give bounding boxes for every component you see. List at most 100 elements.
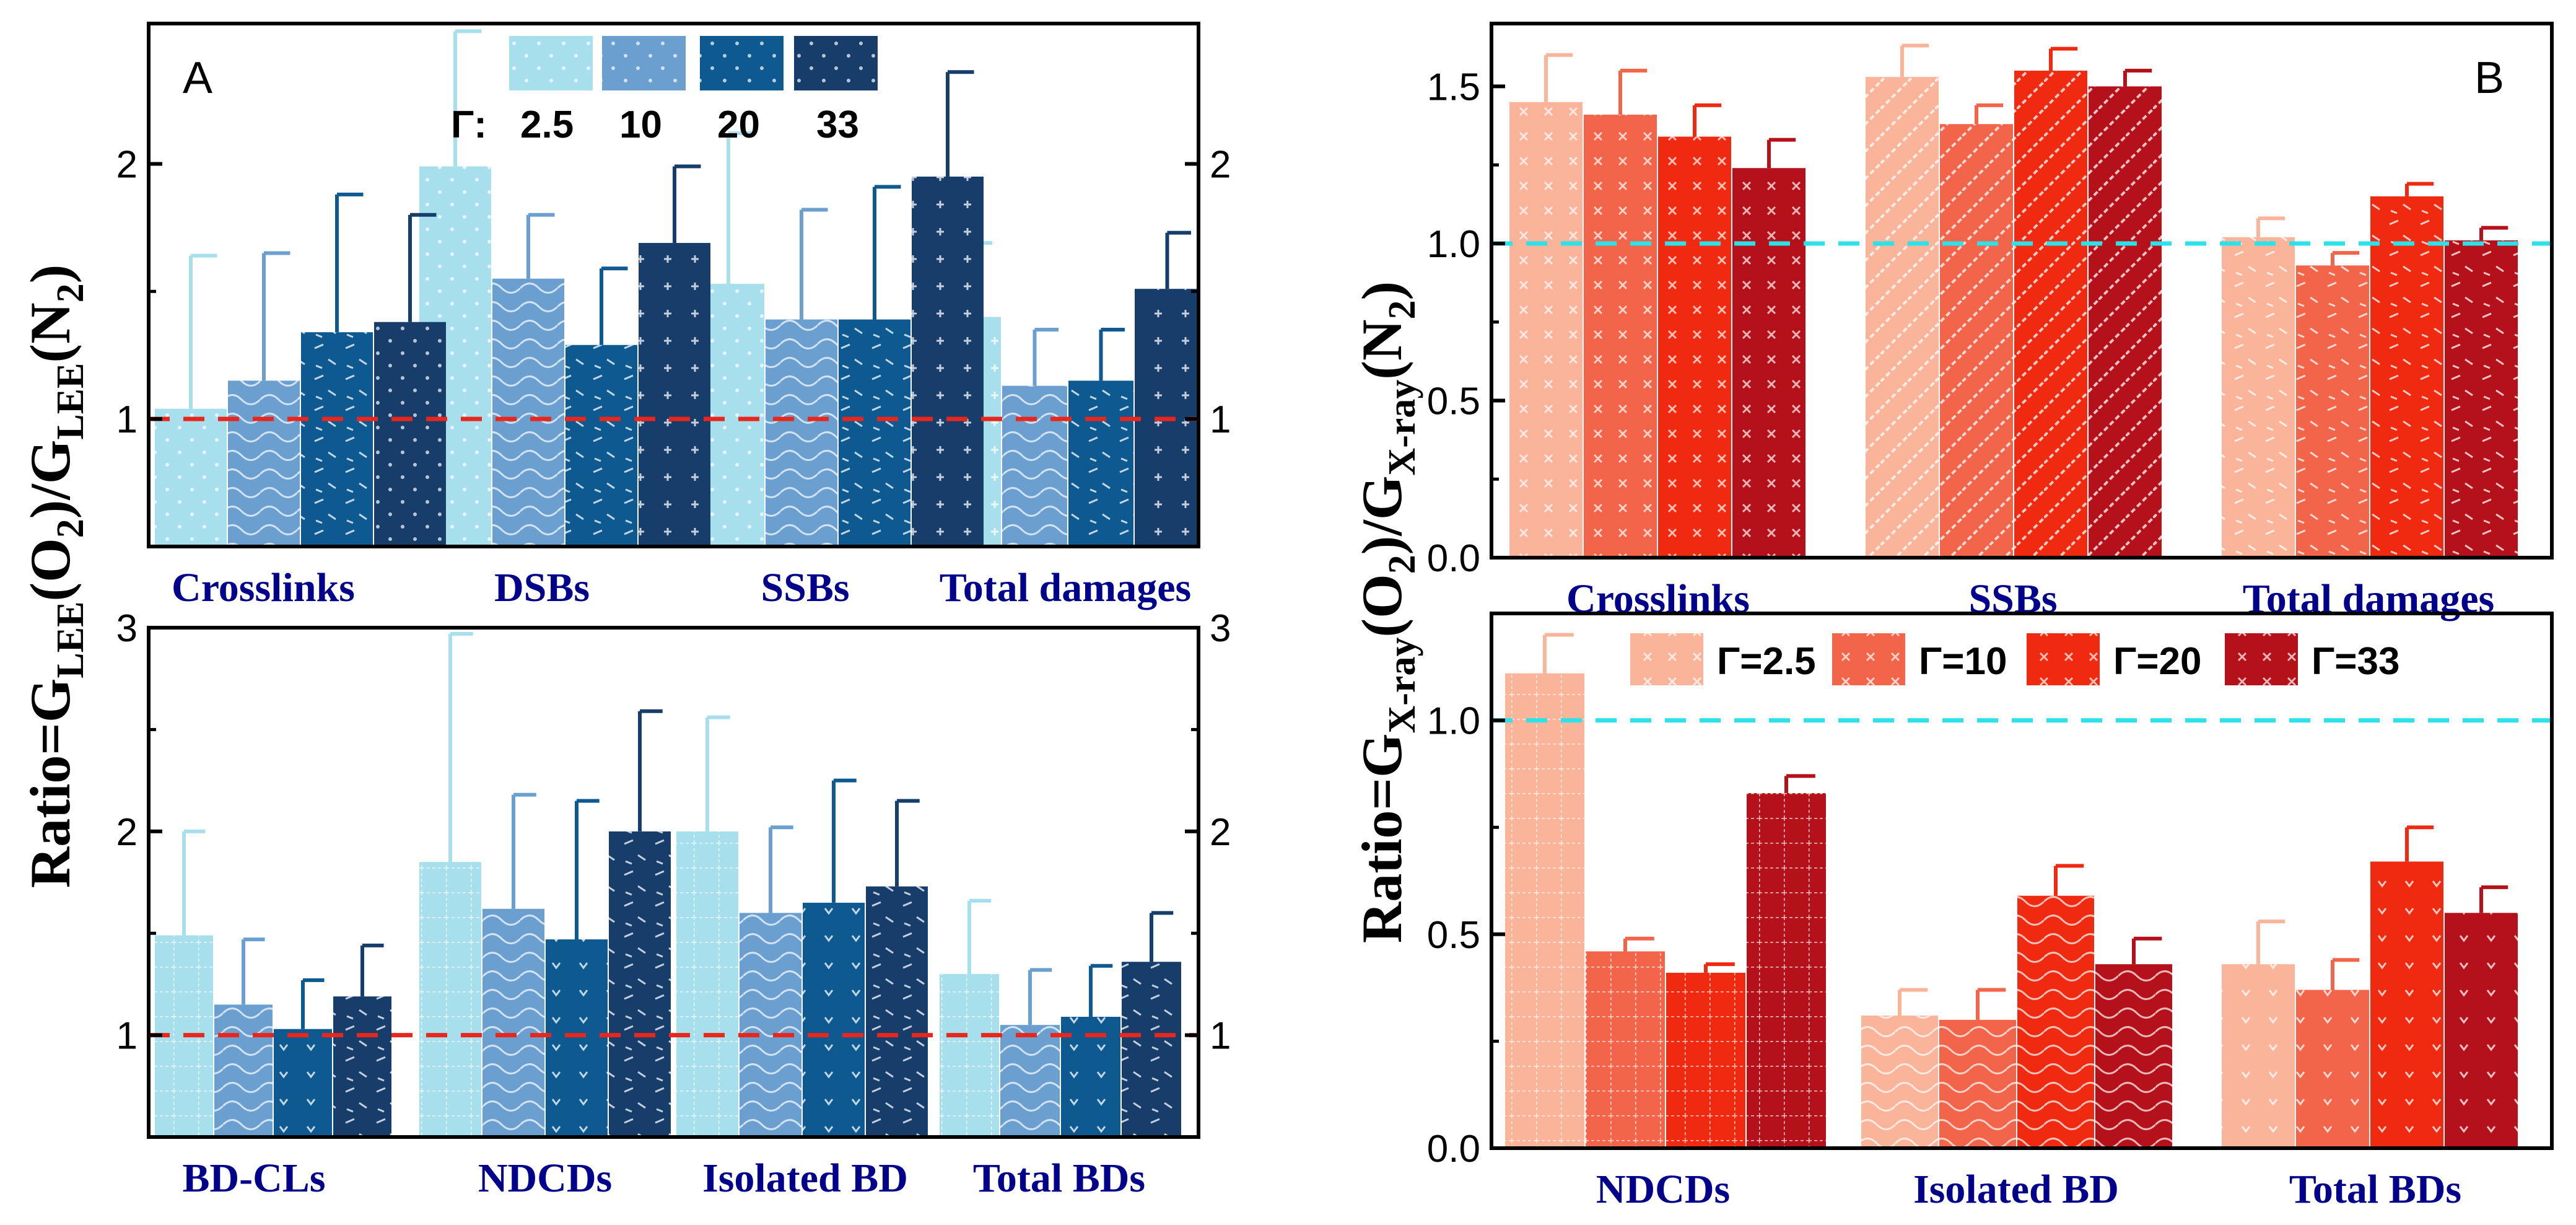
bar-pattern [2095,964,2172,1148]
legend-swatch-pattern [794,36,878,90]
bar-pattern [482,908,544,1137]
chart-B-bottom: 0.0 0.5 1.0 NDCDs Isolated BD Total BDs [1427,612,2554,1212]
legend-label: 10 [619,103,662,146]
category-label: Isolated BD [1913,1167,2119,1212]
legend-swatch-pattern [2225,633,2298,685]
bar-pattern [866,886,928,1137]
plot-frame [1490,22,2554,560]
panel-label: B [2474,53,2504,103]
legend-label: Γ=20 [2113,640,2201,683]
y-tick-label-right: 2 [1210,143,1231,186]
category-label: NDCDs [478,1156,612,1201]
bar-pattern [1866,77,1939,558]
bar-pattern [546,939,608,1137]
legend-label: 2.5 [520,103,574,146]
bar-pattern [740,913,801,1137]
legend-label: Γ=2.5 [1717,640,1816,683]
bar-pattern [1122,962,1181,1137]
bar-pattern [2370,196,2443,558]
y-tick-label: 0.5 [1427,914,1480,957]
legend-label: Γ=10 [1919,640,2007,683]
legend-swatch-pattern [1630,633,1703,685]
category-label: NDCDs [1596,1167,1730,1212]
category-label: Total BDs [973,1156,1145,1201]
bar-pattern [803,902,865,1137]
bar-pattern [333,996,391,1137]
bar-pattern [1732,168,1805,558]
bar-pattern [1658,136,1731,558]
bar-pattern [2445,913,2518,1148]
legend-swatch-pattern [509,36,593,90]
legend-swatch-pattern [2027,633,2100,685]
legend-b: Γ=2.5 Γ=10 Γ=20 Γ=33 [1630,633,2399,685]
bar-pattern [1939,1019,2016,1148]
bar-pattern [1000,1025,1060,1137]
y-tick-label-right: 1 [1210,1015,1231,1058]
bar-pattern [766,319,837,547]
bar-pattern [1586,951,1665,1148]
y-tick-label: 1.0 [1427,700,1480,743]
category-label: Isolated BD [702,1156,908,1201]
bar-pattern [839,319,910,547]
y-tick-label: 1 [116,398,138,441]
category-label: Crosslinks [172,565,355,610]
plot-frame [147,626,1200,1139]
chart-A-bottom: 1 1 2 2 3 3 BD-CLs NDCDs Isolated BD Total BDs [116,607,1231,1201]
bar-pattern [2222,237,2295,558]
y-tick-label: 2 [116,143,138,186]
category-label: SSBs [761,565,849,610]
panel-label: A [183,53,212,103]
bar-pattern [676,831,738,1137]
bar-pattern [912,177,984,547]
bar-pattern [214,1004,273,1137]
bar-pattern [1509,102,1583,558]
bar-pattern [1068,380,1133,547]
y-axis-label-a: Ratio=GLEE(O2)/GLEE(N2) [19,265,92,888]
y-tick-label-right: 1 [1210,398,1231,441]
bar-pattern [492,278,564,547]
category-label: Total BDs [2289,1167,2461,1212]
bar-pattern [2296,265,2369,558]
bar-pattern [155,408,227,547]
bar-pattern [1747,793,1826,1148]
bar-pattern [1861,1015,1938,1148]
y-tick-label: 0.5 [1427,380,1480,423]
y-tick-label-right: 3 [1210,607,1231,650]
legend-prefix: Γ: [451,103,487,146]
legend-swatch-pattern [1832,633,1905,685]
bar-pattern [2089,86,2162,558]
bar-pattern [228,380,300,547]
y-tick-label: 0.0 [1427,537,1480,580]
bar-pattern [1002,385,1067,547]
legend-label: Γ=33 [2312,640,2399,683]
y-tick-label: 3 [116,607,138,650]
legend-swatch-pattern [700,36,784,90]
y-tick-label: 2 [116,811,138,854]
bar-pattern [2017,895,2094,1148]
bar-pattern [274,1029,332,1137]
chart-A-top: 1 1 2 2 Crosslinks DSBs SSBs Total damages A [116,22,1231,610]
plot-frame [147,22,1200,548]
bar-pattern [2014,71,2087,558]
bar-pattern [419,862,481,1137]
bar-pattern [2222,964,2295,1148]
bar-pattern [940,973,999,1137]
plot-frame [1490,612,2554,1150]
bar-pattern [301,332,373,547]
bar-pattern [1584,115,1657,558]
category-label: BD-CLs [182,1156,325,1201]
bar-pattern [2296,990,2369,1148]
bar-pattern [2370,861,2443,1148]
y-tick-label: 0.0 [1427,1128,1480,1170]
legend-swatch-pattern [602,36,686,90]
y-tick-label-right: 2 [1210,811,1231,854]
legend-label: 20 [717,103,760,146]
y-tick-label: 1 [116,1015,138,1058]
category-label: DSBs [494,565,590,610]
y-axis-label-b: Ratio=GX-ray(O2)/GX-ray(N2) [1350,281,1423,943]
bar-pattern [2445,240,2518,558]
bar-pattern [374,322,446,547]
bar-pattern [609,831,671,1137]
